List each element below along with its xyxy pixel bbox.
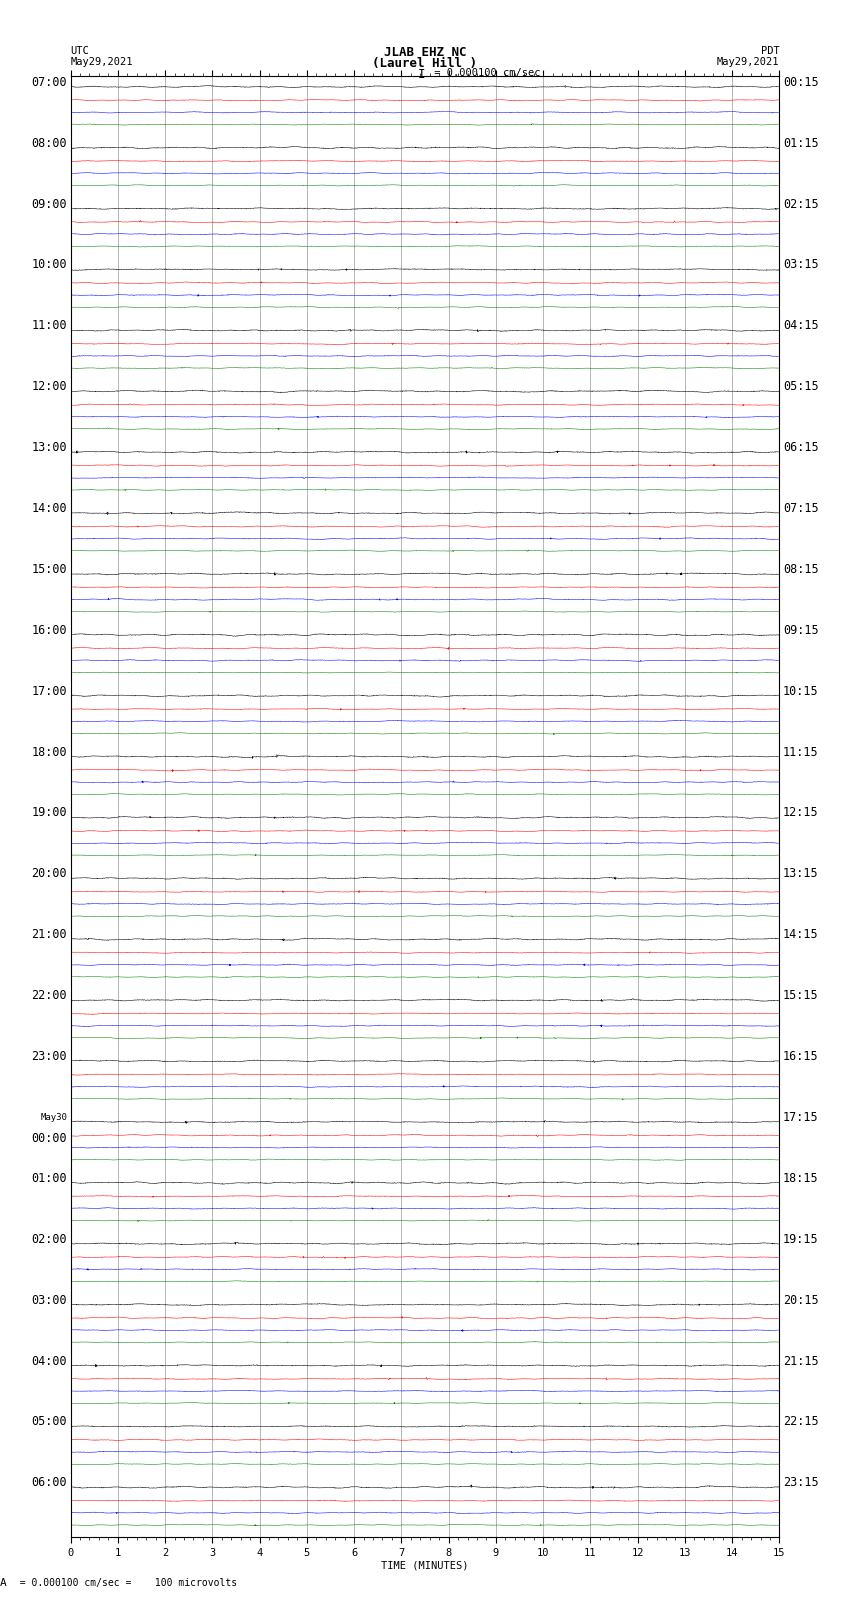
- Text: 10:15: 10:15: [783, 686, 819, 698]
- Text: 14:15: 14:15: [783, 927, 819, 942]
- Text: 05:00: 05:00: [31, 1416, 67, 1429]
- Text: A: A: [0, 1578, 7, 1587]
- Text: 06:15: 06:15: [783, 442, 819, 455]
- Text: 09:15: 09:15: [783, 624, 819, 637]
- Text: 04:00: 04:00: [31, 1355, 67, 1368]
- Text: 15:00: 15:00: [31, 563, 67, 576]
- Text: 09:00: 09:00: [31, 198, 67, 211]
- Text: 19:15: 19:15: [783, 1232, 819, 1245]
- Text: = 0.000100 cm/sec =    100 microvolts: = 0.000100 cm/sec = 100 microvolts: [8, 1578, 238, 1587]
- Text: 20:15: 20:15: [783, 1294, 819, 1307]
- Text: PDT: PDT: [761, 45, 779, 56]
- Text: 08:15: 08:15: [783, 563, 819, 576]
- Text: 00:15: 00:15: [783, 76, 819, 89]
- Text: 08:00: 08:00: [31, 137, 67, 150]
- Text: 02:15: 02:15: [783, 198, 819, 211]
- Text: May29,2021: May29,2021: [71, 58, 133, 68]
- Text: 13:00: 13:00: [31, 442, 67, 455]
- Text: 07:15: 07:15: [783, 502, 819, 515]
- Text: May29,2021: May29,2021: [717, 58, 779, 68]
- Text: 23:00: 23:00: [31, 1050, 67, 1063]
- Text: 21:15: 21:15: [783, 1355, 819, 1368]
- Text: (Laurel Hill ): (Laurel Hill ): [372, 58, 478, 71]
- Text: 11:00: 11:00: [31, 319, 67, 332]
- Text: 20:00: 20:00: [31, 868, 67, 881]
- Text: 12:15: 12:15: [783, 806, 819, 819]
- X-axis label: TIME (MINUTES): TIME (MINUTES): [382, 1560, 468, 1571]
- Text: 18:00: 18:00: [31, 745, 67, 758]
- Text: 13:15: 13:15: [783, 868, 819, 881]
- Text: 10:00: 10:00: [31, 258, 67, 271]
- Text: 04:15: 04:15: [783, 319, 819, 332]
- Text: 17:00: 17:00: [31, 686, 67, 698]
- Text: 17:15: 17:15: [783, 1111, 819, 1124]
- Text: 14:00: 14:00: [31, 502, 67, 515]
- Text: 22:15: 22:15: [783, 1416, 819, 1429]
- Text: 19:00: 19:00: [31, 806, 67, 819]
- Text: 03:15: 03:15: [783, 258, 819, 271]
- Text: 15:15: 15:15: [783, 989, 819, 1002]
- Text: = 0.000100 cm/sec: = 0.000100 cm/sec: [428, 68, 540, 77]
- Text: JLAB EHZ NC: JLAB EHZ NC: [383, 45, 467, 60]
- Text: 11:15: 11:15: [783, 745, 819, 758]
- Text: 12:00: 12:00: [31, 381, 67, 394]
- Text: 16:00: 16:00: [31, 624, 67, 637]
- Text: 06:00: 06:00: [31, 1476, 67, 1489]
- Text: 18:15: 18:15: [783, 1171, 819, 1186]
- Text: 02:00: 02:00: [31, 1232, 67, 1245]
- Text: UTC: UTC: [71, 45, 89, 56]
- Text: 07:00: 07:00: [31, 76, 67, 89]
- Text: 23:15: 23:15: [783, 1476, 819, 1489]
- Text: 05:15: 05:15: [783, 381, 819, 394]
- Text: 00:00: 00:00: [31, 1132, 67, 1145]
- Text: 22:00: 22:00: [31, 989, 67, 1002]
- Text: May30: May30: [40, 1113, 67, 1121]
- Text: 21:00: 21:00: [31, 927, 67, 942]
- Text: I: I: [417, 68, 425, 81]
- Text: 01:15: 01:15: [783, 137, 819, 150]
- Text: 01:00: 01:00: [31, 1171, 67, 1186]
- Text: 16:15: 16:15: [783, 1050, 819, 1063]
- Text: 03:00: 03:00: [31, 1294, 67, 1307]
